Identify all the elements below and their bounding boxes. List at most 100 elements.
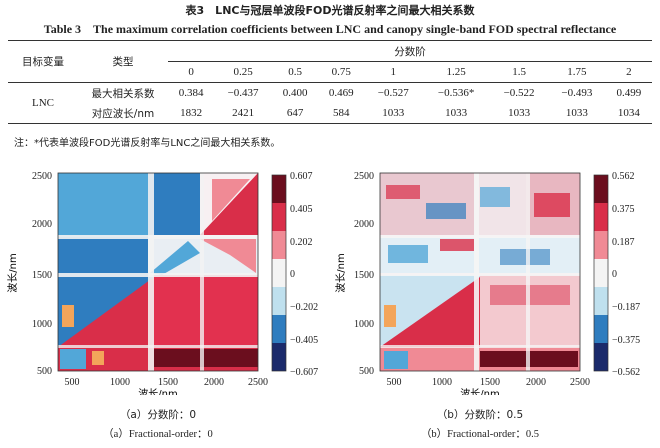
table-cell: −0.536* (437, 87, 475, 99)
table-cell: 2421 (214, 103, 272, 124)
region (154, 275, 258, 347)
caption-a-cn: （a）分数阶：0 (119, 409, 197, 421)
colorbar-segment (272, 175, 286, 203)
colorbar-tick: 0 (612, 269, 617, 280)
table-cell: 0.499 (616, 87, 642, 99)
band (474, 173, 479, 371)
table-cell: −0.522 (503, 87, 535, 99)
colorbar-a (271, 174, 287, 372)
x-tick: 2500 (248, 377, 268, 388)
colorbar-tick: −0.607 (290, 367, 318, 378)
row-label-wavelength: 对应波长/nm (78, 103, 168, 124)
x-tick: 500 (65, 377, 80, 388)
band (380, 273, 580, 276)
region (500, 249, 550, 265)
table-cell: 1033 (490, 103, 548, 124)
plot-frame (379, 172, 581, 372)
colorbar-segment (272, 203, 286, 231)
y-axis-label: 波长/nm (334, 253, 347, 292)
colorbar-segment (272, 315, 286, 343)
region (148, 173, 200, 235)
colorbar-segment (272, 231, 286, 259)
caption-b-cn: （b）分数阶：0.5 (436, 409, 524, 421)
table-cell: 0.384 (178, 87, 204, 99)
order-4: 1 (364, 61, 423, 83)
table-cell: 1034 (605, 103, 652, 124)
band (380, 235, 580, 238)
region (386, 185, 420, 199)
colorbar-frame (593, 174, 609, 372)
colorbar-segment (594, 175, 608, 203)
table-cell: 1033 (422, 103, 491, 124)
table-cell: −0.437 (227, 87, 259, 99)
colorbar-tick: 0.375 (612, 204, 635, 215)
colorbar-tick: 0.607 (290, 171, 313, 182)
region (58, 237, 148, 275)
heatmap-b-plot (379, 172, 581, 372)
colorbar-tick: −0.562 (612, 367, 640, 378)
colorbar-segment (594, 231, 608, 259)
order-0: 0 (168, 61, 215, 83)
y-tick: 1000 (32, 319, 52, 330)
colorbar-tick: −0.187 (612, 302, 640, 313)
band (526, 173, 530, 371)
caption-a-en: （a）Fractional-order：0 (103, 429, 213, 440)
colorbar-segment (272, 343, 286, 371)
colorbar-segment (594, 259, 608, 287)
x-tick: 2500 (570, 377, 590, 388)
band (148, 173, 154, 371)
order-6: 1.5 (490, 61, 548, 83)
region (534, 193, 570, 217)
colorbar-tick: −0.405 (290, 335, 318, 346)
y-tick: 2500 (354, 171, 374, 182)
x-tick: 2000 (204, 377, 224, 388)
header-target: 目标变量 (8, 40, 78, 83)
region (154, 349, 258, 367)
colorbar-segment (594, 343, 608, 371)
region (58, 173, 148, 241)
band (58, 235, 258, 239)
region (380, 277, 480, 347)
table-cell: 1033 (364, 103, 423, 124)
heatmap-panel-b: 500 1000 1500 2000 2500 500 1000 1500 20… (334, 171, 640, 395)
region (480, 187, 510, 207)
y-tick: 1500 (354, 270, 374, 281)
order-1: 0.25 (214, 61, 272, 83)
region (62, 305, 74, 327)
region (92, 351, 104, 365)
region (150, 241, 200, 275)
band (58, 345, 258, 348)
order-2: 0.5 (271, 61, 319, 83)
x-tick: 2000 (526, 377, 546, 388)
order-5: 1.25 (422, 61, 491, 83)
colorbar-segment (594, 315, 608, 343)
colorbar-tick: 0.562 (612, 171, 635, 182)
x-tick: 500 (387, 377, 402, 388)
region (440, 239, 474, 251)
colorbar-tick: 0.405 (290, 204, 313, 215)
header-type: 类型 (78, 40, 168, 83)
table-title-cn: 表3 LNC与冠层单波段FOD光谱反射率之间最大相关系数 (185, 4, 475, 17)
table-cell: 0.400 (282, 87, 308, 99)
colorbar-tick: 0.187 (612, 237, 635, 248)
y-tick: 1500 (32, 270, 52, 281)
table-cell: −0.493 (561, 87, 593, 99)
y-tick: 2000 (32, 219, 52, 230)
band (58, 273, 258, 277)
x-tick: 1500 (480, 377, 500, 388)
order-7: 1.75 (547, 61, 606, 83)
region (384, 351, 408, 369)
colorbar-b (593, 174, 609, 372)
region (58, 277, 154, 347)
y-tick: 500 (359, 366, 374, 377)
region (200, 239, 256, 273)
colorbar-frame (271, 174, 287, 372)
x-tick: 1000 (110, 377, 130, 388)
colorbar-tick: −0.202 (290, 302, 318, 313)
y-tick: 1000 (354, 319, 374, 330)
band (380, 345, 580, 348)
table-cell: 584 (318, 103, 365, 124)
header-order: 分数阶 (168, 40, 652, 62)
heatmap-a-plot (57, 172, 259, 372)
colorbar-tick: −0.375 (612, 335, 640, 346)
